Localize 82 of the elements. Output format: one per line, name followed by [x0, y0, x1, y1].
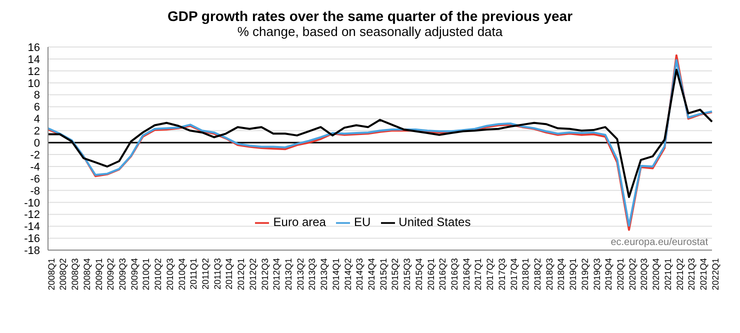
x-tick-label: 2009Q3 [118, 258, 128, 290]
x-tick-label: 2016Q2 [438, 258, 448, 290]
y-tick-label: -6 [30, 173, 40, 186]
x-tick-label: 2008Q4 [82, 258, 92, 290]
x-tick-label: 2017Q1 [473, 258, 484, 290]
x-tick-label: 2009Q4 [129, 258, 140, 290]
y-tick-label: -2 [30, 149, 40, 162]
y-tick-label: -4 [30, 161, 40, 174]
x-tick-label: 2008Q3 [70, 258, 80, 290]
y-tick-label: 8 [34, 90, 40, 102]
legend-label: EU [354, 215, 371, 229]
chart-title: GDP growth rates over the same quarter of the previous year [166, 8, 574, 24]
chart-subtitle: % change, based on seasonally adjusted data [236, 24, 504, 39]
x-tick-label: 2020Q2 [627, 258, 638, 290]
x-tick-label: 2015Q1 [378, 258, 388, 290]
x-tick-label: 2013Q3 [307, 258, 318, 290]
line-series [47, 68, 713, 198]
y-tick-label: 14 [28, 54, 40, 66]
x-tick-label: 2016Q1 [426, 258, 436, 290]
x-tick-label: 2012Q1 [236, 258, 246, 290]
x-tick-label: 2010Q3 [164, 258, 175, 290]
x-tick-label: 2019Q2 [580, 258, 590, 290]
x-tick-label: 2015Q4 [414, 258, 424, 290]
x-tick-label: 2018Q2 [532, 258, 543, 290]
x-tick-label: 2010Q2 [153, 258, 164, 290]
x-tick-label: 2013Q1 [284, 258, 294, 290]
x-tick-label: 2020Q4 [651, 258, 662, 290]
x-tick-label: 2013Q2 [295, 258, 306, 290]
x-tick-label: 2011Q4 [224, 258, 234, 290]
legend-label: United States [398, 215, 471, 229]
x-tick-label: 2017Q3 [496, 258, 507, 290]
x-tick-label: 2019Q1 [568, 258, 578, 290]
y-tick-label: -12 [24, 209, 40, 222]
annotation: ec.europa.eu/eurostat [610, 237, 708, 248]
x-tick-label: 2009Q1 [94, 258, 104, 290]
x-tick-label: 2014Q1 [330, 258, 341, 290]
x-tick-label: 2011Q3 [212, 258, 222, 290]
x-tick-label: 2017Q2 [485, 258, 496, 290]
x-tick-label: 2017Q4 [508, 258, 519, 290]
x-tick-label: 2016Q3 [450, 258, 460, 290]
x-tick-label: 2019Q3 [592, 258, 602, 290]
x-tick-label: 2014Q2 [342, 258, 353, 290]
x-tick-label: 2021Q4 [698, 258, 709, 290]
x-tick-label: 2016Q4 [461, 258, 472, 290]
x-tick-label: 2020Q1 [616, 258, 626, 290]
x-tick-label: 2010Q1 [141, 258, 152, 290]
y-tick-label: 12 [28, 66, 40, 78]
y-tick-label: 0 [34, 138, 40, 150]
y-tick-label: 2 [34, 126, 40, 138]
x-tick-label: 2008Q1 [46, 258, 56, 290]
y-tick-label: 6 [34, 102, 40, 114]
y-tick-label: -14 [24, 221, 40, 234]
y-tick-label: -8 [30, 185, 40, 198]
x-tick-label: 2021Q1 [662, 258, 673, 290]
x-tick-label: 2021Q2 [674, 258, 685, 290]
x-tick-label: 2014Q4 [366, 258, 377, 290]
x-tick-label: 2020Q3 [639, 258, 650, 290]
x-tick-label: 2008Q2 [58, 258, 68, 290]
y-tick-label: 16 [28, 42, 40, 54]
y-tick-label: 10 [28, 78, 40, 90]
x-tick-label: 2012Q4 [272, 258, 282, 290]
x-tick-label: 2012Q2 [248, 258, 258, 290]
y-tick-label: -18 [24, 245, 40, 258]
x-tick-label: 2018Q3 [544, 258, 554, 290]
x-tick-label: 2012Q3 [260, 258, 270, 290]
x-tick-label: 2013Q4 [319, 258, 330, 290]
x-tick-label: 2011Q1 [188, 258, 199, 290]
y-tick-label: -16 [24, 233, 40, 246]
x-tick-label: 2022Q1 [710, 258, 720, 290]
legend-label: Euro area [273, 215, 326, 229]
y-tick-label: -10 [24, 197, 40, 210]
x-tick-label: 2014Q3 [354, 258, 365, 290]
x-tick-label: 2018Q4 [556, 258, 566, 290]
x-tick-label: 2015Q3 [402, 258, 412, 290]
y-tick-label: 4 [34, 114, 40, 126]
x-tick-label: 2010Q4 [176, 258, 187, 290]
x-tick-label: 2009Q2 [106, 258, 116, 290]
x-tick-label: 2021Q3 [686, 258, 697, 290]
x-tick-label: 2019Q4 [604, 258, 614, 290]
x-tick-label: 2011Q2 [200, 258, 211, 290]
x-tick-label: 2018Q1 [520, 258, 531, 290]
x-tick-label: 2015Q2 [390, 258, 400, 290]
